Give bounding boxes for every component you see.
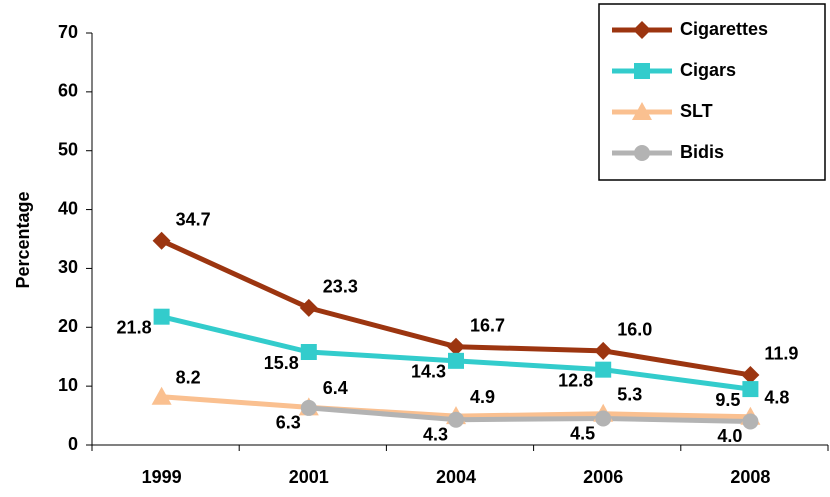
series-line [308,405,751,424]
data-label: 5.3 [617,385,642,405]
data-label: 8.2 [176,367,201,387]
y-tick-label: 0 [68,434,78,454]
marker [594,341,613,360]
marker [741,365,760,384]
y-tick-label: 20 [58,316,78,336]
x-tick-label: 2004 [436,467,476,487]
data-label: 34.7 [176,210,211,230]
marker [448,411,464,428]
marker [632,102,652,120]
y-tick-label: 60 [58,81,78,101]
marker [448,352,464,369]
y-tick-label: 10 [58,375,78,395]
marker [742,413,759,430]
marker [151,386,172,405]
data-label: 6.3 [276,413,301,433]
marker [300,344,317,361]
marker [742,381,759,398]
data-label: 4.9 [470,387,495,407]
marker [152,231,171,250]
marker [634,145,650,161]
data-label: 4.5 [570,423,595,443]
legend-label: Cigars [680,60,736,80]
data-label: 14.3 [411,362,446,382]
data-label: 9.5 [715,390,740,410]
data-label: 4.8 [764,387,789,407]
x-tick-label: 2001 [289,467,329,487]
legend-label: Cigarettes [680,19,768,39]
y-tick-label: 40 [58,198,78,218]
marker [153,308,170,325]
data-label: 16.0 [617,320,652,340]
marker [300,399,317,416]
legend-label: Bidis [680,142,724,162]
marker [299,298,318,317]
data-label: 11.9 [764,344,798,364]
y-tick-label: 50 [58,139,78,159]
marker [595,361,612,378]
x-tick-label: 2008 [730,467,770,487]
marker [633,21,651,39]
data-label: 6.4 [323,378,348,398]
legend: Cigarettes Cigars SLT Bidis [598,3,826,181]
data-label: 12.8 [558,370,593,390]
x-tick-label: 1999 [142,467,182,487]
marker [595,410,612,427]
data-label: 21.8 [117,317,152,337]
data-label: 4.0 [717,426,742,446]
data-label: 16.7 [470,315,505,335]
marker [634,63,650,79]
data-label: 4.3 [423,424,448,444]
y-tick-label: 30 [58,257,78,277]
data-label: 15.8 [264,353,299,373]
data-label: 23.3 [323,277,358,297]
x-tick-label: 2006 [583,467,623,487]
y-axis-label: Percentage [13,191,33,288]
marker [447,337,465,356]
y-tick-label: 70 [58,22,78,42]
legend-label: SLT [680,101,713,121]
